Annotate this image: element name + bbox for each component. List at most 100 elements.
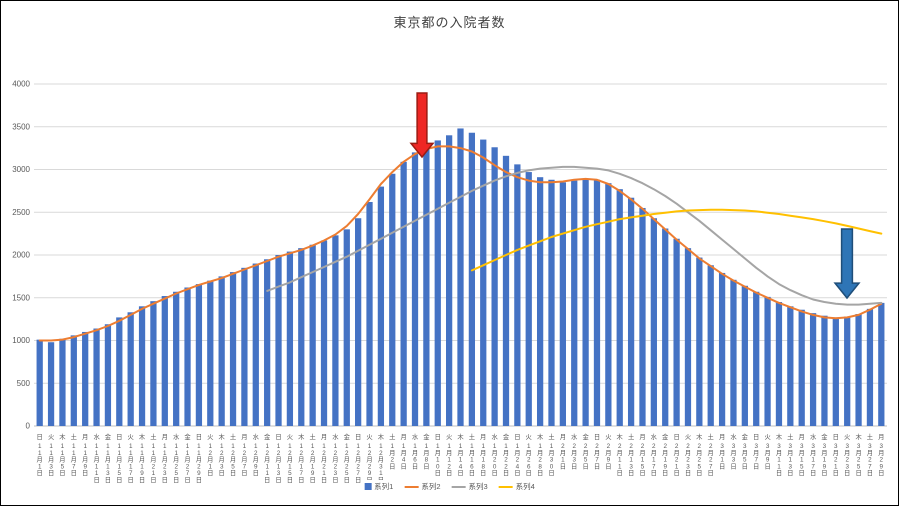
bar bbox=[252, 263, 259, 426]
bar bbox=[195, 284, 203, 426]
bar bbox=[491, 147, 498, 426]
bar bbox=[332, 235, 339, 426]
bar bbox=[525, 172, 532, 426]
blue-down-arrow[interactable] bbox=[833, 228, 861, 300]
legend-item-3[interactable]: 系列3 bbox=[451, 481, 488, 492]
x-axis-labels: 日 1 1 月 1 日火 1 1 月 3 日木 1 1 月 5 日土 1 1 月 7 日月 1 1 月 9 日水 1 1 月 1 1 日金 1 1… bbox=[37, 432, 885, 484]
bar bbox=[286, 251, 294, 426]
bar bbox=[798, 309, 805, 426]
x-tick-label: 火12月29日 bbox=[366, 434, 373, 484]
bar bbox=[616, 189, 623, 426]
bar bbox=[821, 315, 828, 426]
legend-item-2[interactable]: 系列2 bbox=[404, 481, 441, 492]
bar bbox=[753, 291, 760, 426]
chart-legend[interactable]: 系列1 系列2 系列3 系列4 bbox=[360, 480, 539, 493]
bar bbox=[150, 301, 157, 426]
bar bbox=[343, 229, 350, 426]
y-tick-label: 1000 bbox=[12, 336, 30, 345]
legend-label-1: 系列1 bbox=[374, 482, 394, 491]
legend-swatch-bar-icon bbox=[364, 483, 372, 490]
bar bbox=[400, 161, 407, 426]
bar bbox=[423, 145, 430, 426]
bar bbox=[104, 324, 112, 426]
y-tick-label: 3000 bbox=[12, 165, 30, 174]
bar bbox=[36, 339, 43, 426]
y-tick-label: 4000 bbox=[12, 80, 30, 89]
bar bbox=[173, 291, 180, 426]
y-tick-label: 500 bbox=[17, 379, 31, 388]
bar bbox=[138, 306, 146, 426]
bar bbox=[389, 173, 396, 426]
bar bbox=[832, 317, 839, 426]
legend-item-1[interactable]: 系列1 bbox=[364, 481, 393, 492]
bar bbox=[70, 335, 77, 426]
legend-label-4: 系列4 bbox=[515, 482, 535, 491]
bar bbox=[571, 180, 578, 426]
y-axis-labels: 0 500 1000 1500 2000 2500 3000 3500 4000 bbox=[12, 80, 30, 431]
bar bbox=[434, 140, 441, 426]
bar bbox=[446, 135, 453, 427]
bar bbox=[559, 182, 566, 426]
bar bbox=[844, 316, 851, 426]
line-series-4 bbox=[470, 208, 883, 272]
legend-item-4[interactable]: 系列4 bbox=[498, 481, 535, 492]
bar bbox=[775, 302, 783, 426]
bar bbox=[514, 164, 521, 426]
bar bbox=[730, 279, 737, 426]
bar bbox=[207, 280, 214, 426]
bar bbox=[116, 317, 123, 426]
bar bbox=[627, 197, 635, 426]
line-series-2 bbox=[38, 145, 883, 342]
bar bbox=[536, 177, 544, 426]
bar bbox=[320, 240, 328, 426]
legend-swatch-line-icon bbox=[404, 485, 419, 488]
y-tick-label: 1500 bbox=[12, 293, 30, 302]
bar bbox=[411, 152, 419, 426]
bar bbox=[696, 257, 703, 426]
bar bbox=[878, 302, 885, 426]
bar bbox=[639, 207, 646, 426]
bar bbox=[787, 306, 794, 426]
bar bbox=[47, 342, 55, 426]
red-down-arrow[interactable] bbox=[409, 92, 435, 159]
